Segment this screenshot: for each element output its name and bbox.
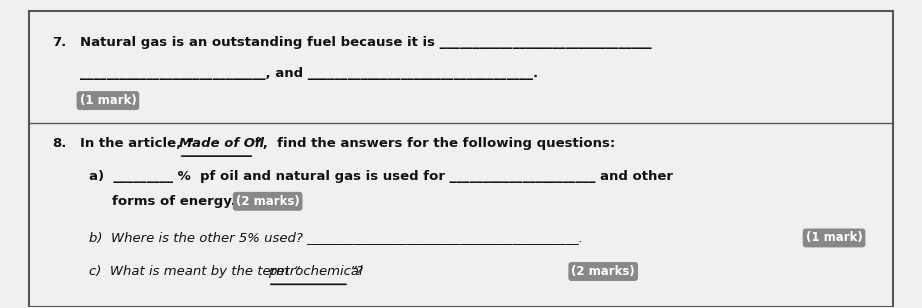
Text: ____________________________, and __________________________________.: ____________________________, and ______… — [79, 67, 538, 79]
Text: a)  _________ %  pf oil and natural gas is used for ______________________ and o: a) _________ % pf oil and natural gas is… — [89, 170, 673, 183]
Text: petrochemical: petrochemical — [268, 265, 362, 278]
Text: (2 marks): (2 marks) — [572, 265, 635, 278]
Text: Made of Oil: Made of Oil — [179, 137, 264, 150]
Text: c)  What is meant by the term “: c) What is meant by the term “ — [89, 265, 300, 278]
Text: 8.: 8. — [52, 137, 66, 150]
Text: Natural gas is an outstanding fuel because it is _______________________________: Natural gas is an outstanding fuel becau… — [79, 36, 651, 49]
Text: (2 marks): (2 marks) — [236, 195, 300, 208]
Text: forms of energy.: forms of energy. — [112, 195, 235, 208]
Text: b)  Where is the other 5% used? _________________________________________.: b) Where is the other 5% used? _________… — [89, 231, 583, 245]
Text: (1 mark): (1 mark) — [806, 231, 862, 245]
Text: (1 mark): (1 mark) — [79, 94, 136, 107]
Text: In the article, “: In the article, “ — [79, 137, 195, 150]
Text: 7.: 7. — [52, 36, 66, 49]
Text: ”?: ”? — [349, 265, 362, 278]
Text: ”,  find the answers for the following questions:: ”, find the answers for the following qu… — [254, 137, 615, 150]
